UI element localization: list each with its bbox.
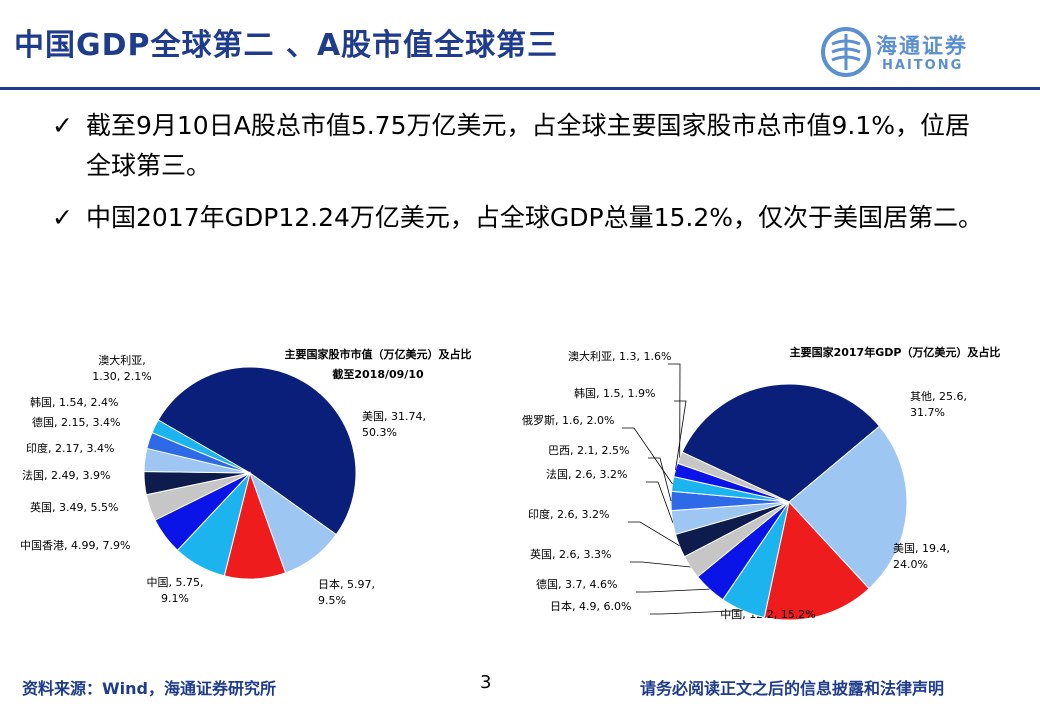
data-label-澳大利亚: 澳大利亚, 1.30, 2.1% <box>92 353 151 383</box>
haitong-logo: 海通证券 HAITONG <box>820 26 990 78</box>
data-label-中国香港: 中国香港, 4.99, 7.9% <box>20 539 130 552</box>
data-label-中国: 中国, 5.75, 9.1% <box>147 576 204 605</box>
leader-line <box>668 363 681 458</box>
pie-slice-其他 <box>681 383 881 503</box>
check-icon: ✓ <box>52 203 73 232</box>
page-number: 3 <box>480 672 492 693</box>
data-label-澳大利亚: 澳大利亚, 1.3, 1.6% <box>568 349 671 363</box>
chart-subtitle: 截至2018/09/10 <box>332 367 424 381</box>
pie-slice-澳大利亚 <box>151 419 251 474</box>
data-label-其他: 其他, 25.6, 31.7% <box>910 390 967 419</box>
pie-slice-美国 <box>157 366 357 536</box>
bullet-item-2: ✓ 中国2017年GDP12.24万亿美元，占全球GDP总量15.2%，仅次于美… <box>52 198 992 278</box>
leader-line <box>630 561 691 568</box>
logo-text: 海通证券 <box>876 34 968 58</box>
bullet-text: 中国2017年GDP12.24万亿美元，占全球GDP总量15.2%，仅次于美国居… <box>86 203 984 232</box>
bullet-text: 截至9月10日A股总市值5.75万亿美元，占全球主要国家股市总市值9.1%，位居… <box>86 111 970 180</box>
pie-charts: 美国, 31.74, 50.3% 日本, 5.97, 9.5% 中国, 5.75, 9.1… <box>20 345 1000 621</box>
leader-line <box>650 610 743 615</box>
data-label-韩国: 韩国, 1.54, 2.4% <box>30 395 118 409</box>
data-label-英国: 英国, 2.6, 3.3% <box>530 547 611 561</box>
check-icon: ✓ <box>52 111 73 140</box>
leader-line <box>646 481 674 523</box>
data-label-德国: 德国, 3.7, 4.6% <box>536 577 617 591</box>
data-label-日本: 日本, 5.97, 9.5% <box>318 577 375 607</box>
data-label-日本: 日本, 4.9, 6.0% <box>550 599 631 613</box>
data-label-俄罗斯: 俄罗斯, 1.6, 2.0% <box>522 414 614 427</box>
data-label-英国: 英国, 3.49, 5.5% <box>30 500 118 514</box>
data-label-美国: 美国, 31.74, 50.3% <box>362 410 426 439</box>
logo-subtext: HAITONG <box>882 58 964 73</box>
data-label-中国: 中国, 12.2, 15.2% <box>720 608 815 621</box>
pie-slice-澳大利亚 <box>676 451 790 503</box>
header-divider <box>0 87 1040 90</box>
data-label-法国: 法国, 2.6, 3.2% <box>546 467 627 481</box>
pie-slice-中国 <box>763 500 870 621</box>
leader-line <box>674 400 687 470</box>
data-label-美国: 美国, 19.4, 24.0% <box>893 542 950 571</box>
leader-line <box>622 427 673 485</box>
logo-emblem-icon <box>821 27 871 77</box>
pie-chart-2: 其他, 25.6, 31.7% 美国, 19.4, 24.0% 中国, 12.2, 15… <box>522 345 1000 621</box>
chart-title: 主要国家2017年GDP（万亿美元）及占比 <box>790 345 1001 359</box>
pie-chart-1: 美国, 31.74, 50.3% 日本, 5.97, 9.5% 中国, 5.75, 9.1… <box>20 347 472 607</box>
data-label-德国: 德国, 2.15, 3.4% <box>32 415 120 429</box>
leader-line <box>628 521 680 547</box>
data-label-印度: 印度, 2.17, 3.4% <box>26 441 114 455</box>
chart-title: 主要国家股市市值（万亿美元）及占比 <box>285 347 472 361</box>
footer-disclaimer: 请务必阅读正文之后的信息披露和法律声明 <box>640 679 945 698</box>
pie-slice-美国 <box>788 425 908 590</box>
page-title: 中国GDP全球第二 、A股市值全球第三 <box>14 28 559 63</box>
leader-line <box>648 457 672 502</box>
bullet-item-1: ✓ 截至9月10日A股总市值5.75万亿美元，占全球主要国家股市总市值9.1%，… <box>52 106 992 186</box>
data-label-印度: 印度, 2.6, 3.2% <box>528 507 609 521</box>
data-label-韩国: 韩国, 1.5, 1.9% <box>574 386 655 400</box>
data-label-法国: 法国, 2.49, 3.9% <box>22 468 110 482</box>
leader-line <box>636 588 710 593</box>
footer-source: 资料来源：Wind，海通证券研究所 <box>22 679 276 698</box>
data-label-巴西: 巴西, 2.1, 2.5% <box>548 444 629 457</box>
